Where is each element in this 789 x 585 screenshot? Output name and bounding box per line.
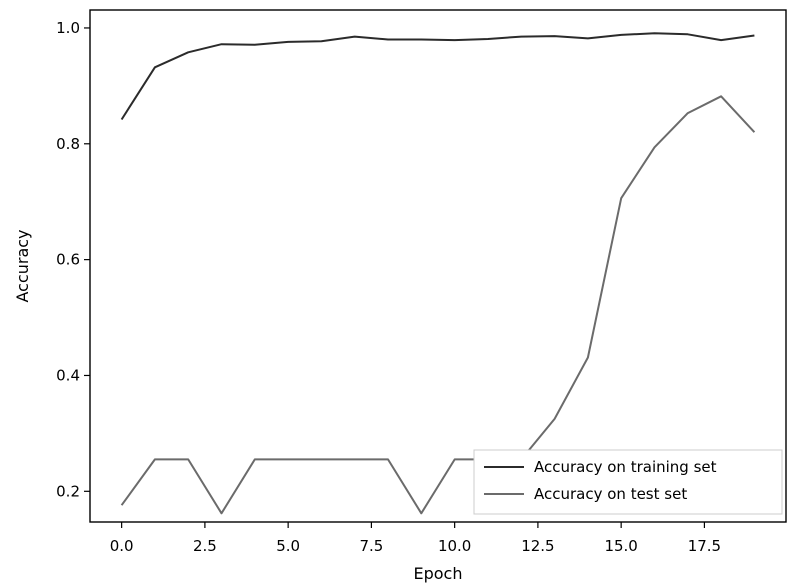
x-tick-label: 0.0: [110, 537, 134, 555]
y-axis-title: Accuracy: [13, 229, 32, 302]
y-axis-ticks: 0.2 0.4 0.6 0.8 1.0: [56, 19, 90, 500]
y-tick-label: 0.8: [56, 135, 80, 153]
x-tick-label: 7.5: [359, 537, 383, 555]
legend-label-test: Accuracy on test set: [534, 485, 687, 503]
y-tick-label: 0.4: [56, 366, 80, 384]
x-tick-label: 10.0: [438, 537, 471, 555]
series-line-training: [120, 32, 755, 121]
x-tick-label: 12.5: [521, 537, 554, 555]
y-tick-label: 1.0: [56, 19, 80, 37]
series-layer: [120, 32, 756, 515]
series-line-test: [120, 95, 756, 515]
x-axis-title: Epoch: [414, 564, 463, 583]
x-tick-label: 5.0: [276, 537, 300, 555]
x-axis-ticks: 0.0 2.5 5.0 7.5 10.0 12.5 15.0 17.5: [110, 522, 721, 555]
plot-area: [89, 9, 787, 523]
x-tick-label: 17.5: [688, 537, 721, 555]
x-tick-label: 2.5: [193, 537, 217, 555]
legend: Accuracy on training set Accuracy on tes…: [473, 449, 783, 515]
legend-label-training: Accuracy on training set: [534, 458, 717, 476]
x-tick-label: 15.0: [604, 537, 637, 555]
y-tick-label: 0.2: [56, 482, 80, 500]
y-tick-label: 0.6: [56, 251, 80, 269]
legend-box: [473, 449, 783, 515]
